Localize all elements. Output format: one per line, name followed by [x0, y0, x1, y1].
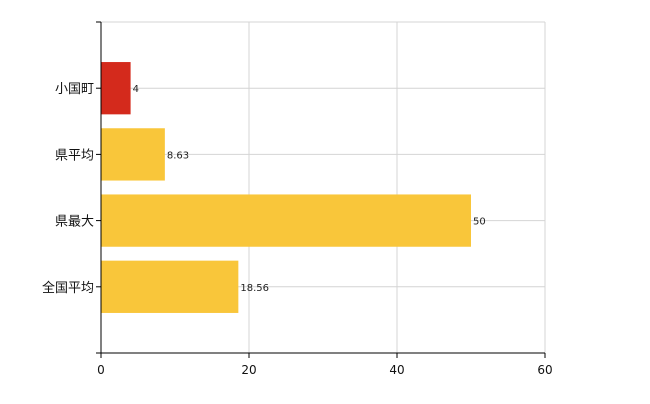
- y-tick-label: 全国平均: [42, 280, 94, 296]
- x-tick-label: 0: [97, 363, 105, 377]
- data-label: 8.63: [167, 150, 189, 161]
- x-tick-label: 60: [537, 363, 552, 377]
- bar: [101, 128, 165, 181]
- data-label: 50: [473, 217, 486, 228]
- axes: [96, 21, 546, 358]
- bars: [101, 62, 471, 313]
- y-tick-label: 県最大: [55, 215, 94, 230]
- y-tick-label: 小国町: [55, 82, 94, 97]
- bar: [101, 194, 471, 247]
- y-tick-label: 県平均: [55, 148, 94, 163]
- data-label: 4: [133, 84, 139, 95]
- bar: [101, 260, 239, 313]
- x-tick-label: 40: [389, 363, 404, 377]
- x-tick-label: 20: [241, 363, 256, 377]
- data-label: 18.56: [240, 283, 269, 294]
- bar: [101, 62, 131, 115]
